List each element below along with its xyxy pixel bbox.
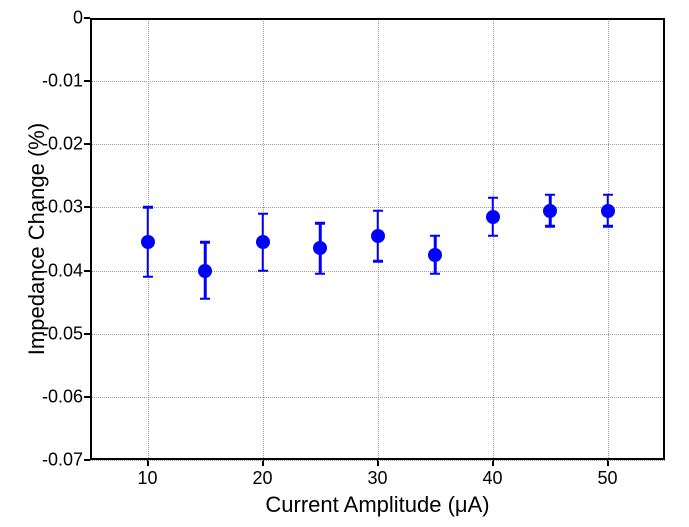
error-cap bbox=[430, 235, 440, 238]
x-tick-label: 30 bbox=[367, 468, 387, 489]
data-marker bbox=[543, 204, 557, 218]
y-tick-label: -0.07 bbox=[35, 450, 83, 471]
y-tick-label: -0.03 bbox=[35, 197, 83, 218]
y-grid-line bbox=[90, 334, 665, 335]
y-tick bbox=[84, 333, 90, 335]
y-tick-label: -0.04 bbox=[35, 260, 83, 281]
error-cap bbox=[545, 194, 555, 197]
y-tick-label: -0.02 bbox=[35, 134, 83, 155]
y-tick-label: 0 bbox=[35, 8, 83, 29]
error-cap bbox=[488, 235, 498, 238]
y-grid-line bbox=[90, 271, 665, 272]
error-cap bbox=[488, 197, 498, 200]
x-tick-label: 10 bbox=[137, 468, 157, 489]
y-tick-label: -0.06 bbox=[35, 386, 83, 407]
x-tick-label: 50 bbox=[597, 468, 617, 489]
data-marker bbox=[371, 229, 385, 243]
y-tick bbox=[84, 270, 90, 272]
y-tick bbox=[84, 206, 90, 208]
error-cap bbox=[315, 222, 325, 225]
chart-container: Impedance Change (%) Current Amplitude (… bbox=[0, 0, 689, 527]
y-grid-line bbox=[90, 207, 665, 208]
y-tick bbox=[84, 459, 90, 461]
y-tick-label: -0.01 bbox=[35, 71, 83, 92]
y-grid-line bbox=[90, 18, 665, 19]
y-tick bbox=[84, 80, 90, 82]
x-grid-line bbox=[493, 18, 494, 460]
error-cap bbox=[373, 260, 383, 263]
error-cap bbox=[143, 206, 153, 209]
data-marker bbox=[428, 248, 442, 262]
y-tick-label: -0.05 bbox=[35, 323, 83, 344]
error-cap bbox=[603, 194, 613, 197]
error-cap bbox=[545, 225, 555, 228]
y-tick bbox=[84, 396, 90, 398]
x-axis-label: Current Amplitude (μA) bbox=[265, 492, 489, 518]
x-grid-line bbox=[608, 18, 609, 460]
x-tick-label: 40 bbox=[482, 468, 502, 489]
data-marker bbox=[313, 241, 327, 255]
data-marker bbox=[601, 204, 615, 218]
error-cap bbox=[143, 276, 153, 279]
y-tick bbox=[84, 143, 90, 145]
error-cap bbox=[603, 225, 613, 228]
error-cap bbox=[200, 241, 210, 244]
error-cap bbox=[258, 212, 268, 215]
y-grid-line bbox=[90, 144, 665, 145]
error-cap bbox=[430, 272, 440, 275]
y-grid-line bbox=[90, 81, 665, 82]
y-grid-line bbox=[90, 460, 665, 461]
y-grid-line bbox=[90, 397, 665, 398]
x-tick-label: 20 bbox=[252, 468, 272, 489]
y-tick bbox=[84, 17, 90, 19]
data-marker bbox=[198, 264, 212, 278]
error-cap bbox=[258, 269, 268, 272]
data-marker bbox=[141, 235, 155, 249]
data-marker bbox=[256, 235, 270, 249]
error-cap bbox=[200, 298, 210, 301]
error-cap bbox=[315, 272, 325, 275]
error-cap bbox=[373, 209, 383, 212]
data-marker bbox=[486, 210, 500, 224]
